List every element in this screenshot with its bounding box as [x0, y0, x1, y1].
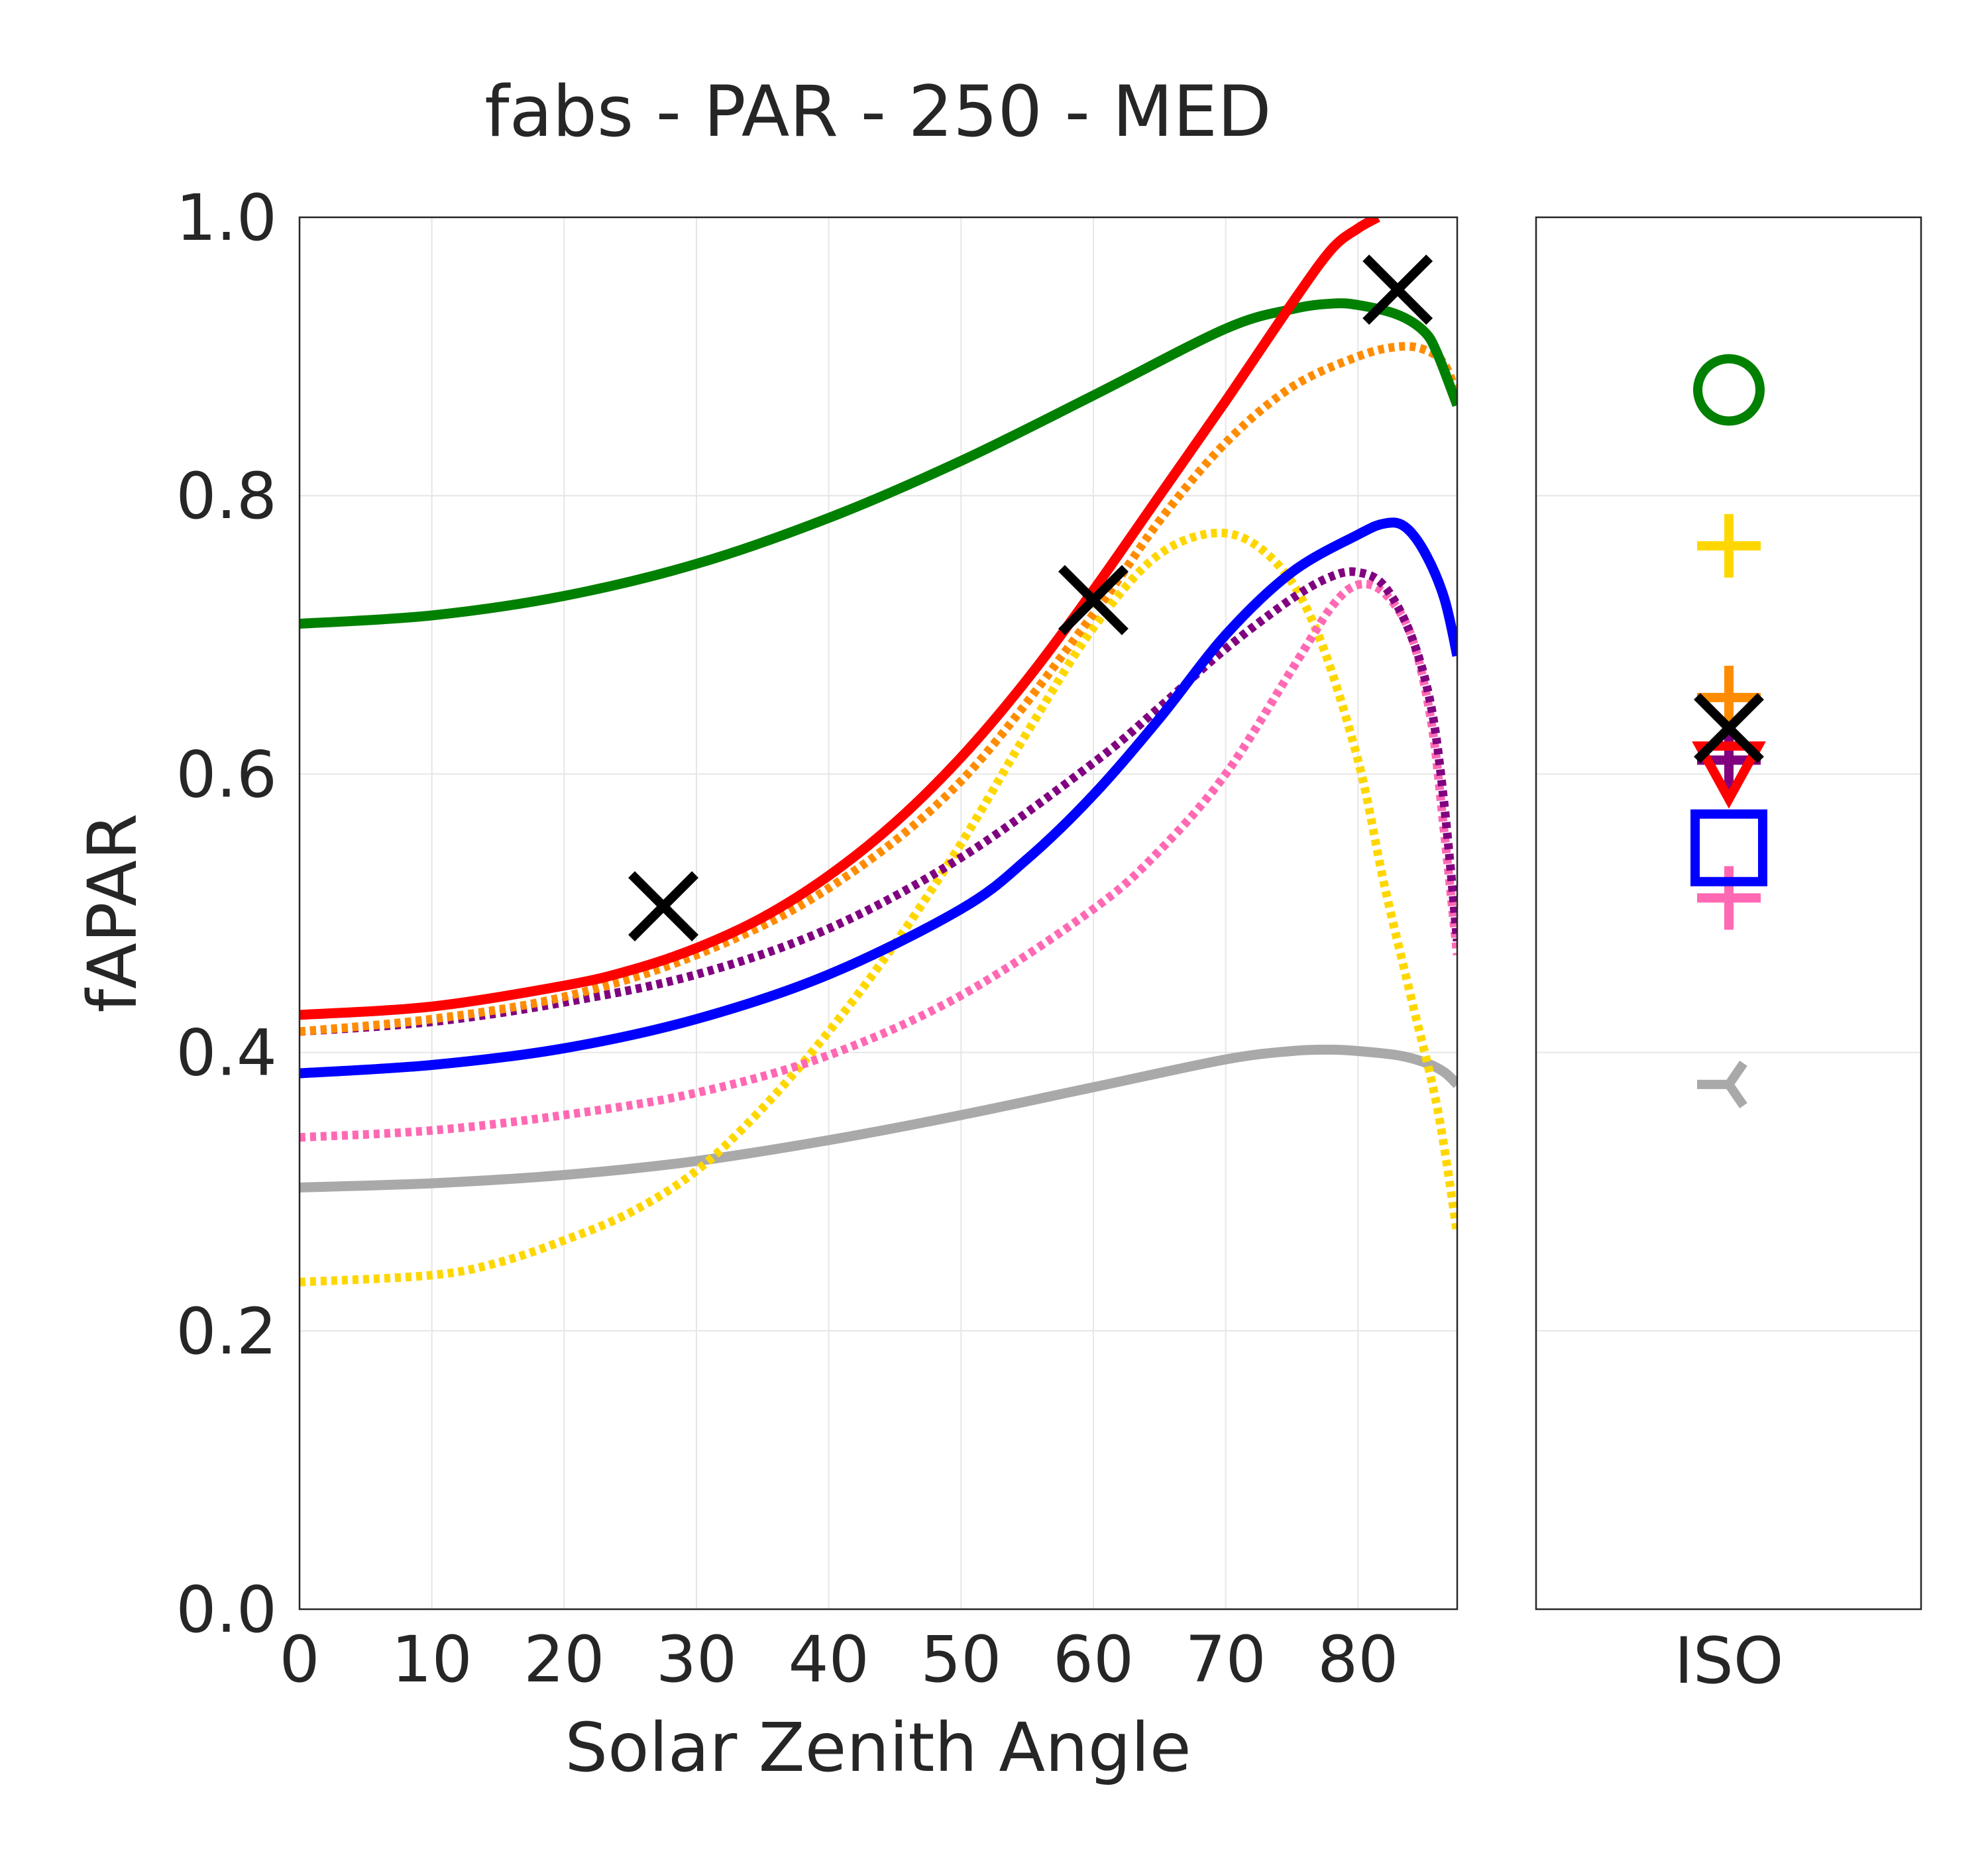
iso-marker-triangle_down: [1692, 741, 1766, 809]
x-tick-label: 10: [392, 1622, 472, 1697]
series-line-2: [300, 342, 1457, 1036]
x-tick-label: 0: [279, 1622, 319, 1697]
y-tick-label: 0.0: [176, 1573, 277, 1647]
iso-marker-plus: [1697, 665, 1761, 729]
series-line-3: [300, 517, 1457, 1079]
series-line-0: [300, 298, 1457, 629]
series-layer: [300, 217, 1457, 1287]
iso-marker-plus: [1697, 866, 1761, 930]
series-line-6: [300, 528, 1457, 1287]
y-tick-label: 0.4: [176, 1016, 277, 1090]
x-tick-label: 80: [1317, 1622, 1398, 1697]
main-plot-frame: [298, 216, 1459, 1611]
series-line-1: [300, 217, 1380, 1020]
x-tick-label: 40: [789, 1622, 869, 1697]
iso-marker-circle: [1693, 354, 1765, 426]
iso-marker-square: [1690, 809, 1767, 886]
y-tick-labels: 0.0 0.2 0.4 0.6 0.8 1.0: [176, 181, 277, 1647]
y-axis-label: fAPAR: [74, 813, 152, 1012]
reference-x-marker: [1362, 254, 1433, 325]
chart-title: fabs - PAR - 250 - MED: [484, 71, 1271, 152]
main-plot-grid: [299, 217, 1457, 1610]
x-tick-labels: 0 10 20 30 40 50 60 70 80: [279, 1622, 1398, 1697]
side-panel-frame: [1535, 216, 1922, 1611]
iso-marker-tri_left: [1697, 1060, 1747, 1108]
iso-marker-x: [1694, 693, 1764, 764]
reference-x-marker: [1058, 564, 1129, 635]
series-line-7: [300, 1044, 1457, 1192]
side-panel-label: ISO: [1675, 1624, 1784, 1698]
x-tick-label: 30: [656, 1622, 737, 1697]
y-tick-label: 1.0: [176, 181, 277, 255]
y-tick-label: 0.6: [176, 737, 277, 812]
series-line-4: [300, 567, 1457, 1036]
x-tick-label: 20: [524, 1622, 604, 1697]
iso-marker-plus: [1697, 513, 1761, 578]
reference-marker-layer: [628, 254, 1433, 941]
x-tick-label: 60: [1053, 1622, 1134, 1697]
iso-marker-layer: [1690, 354, 1767, 1108]
reference-x-marker: [628, 871, 699, 941]
x-tick-label: 50: [920, 1622, 1001, 1697]
y-tick-label: 0.8: [176, 459, 277, 533]
series-line-5: [300, 579, 1457, 1142]
x-axis-label: Solar Zenith Angle: [565, 1709, 1191, 1787]
x-tick-label: 70: [1186, 1622, 1266, 1697]
y-tick-label: 0.2: [176, 1295, 277, 1369]
